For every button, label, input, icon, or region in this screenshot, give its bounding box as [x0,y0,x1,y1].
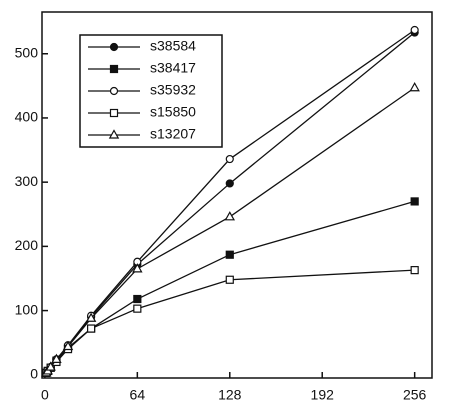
plot-frame [41,11,433,379]
y-tick-label: 400 [15,109,39,125]
x-tick-label: 64 [130,387,146,403]
x-tick-label: 0 [41,387,49,403]
legend-label: s38417 [150,60,196,76]
legend-marker [108,129,120,139]
marker [62,340,74,351]
marker [51,353,62,363]
marker [224,211,236,221]
marker [410,197,419,206]
marker [85,312,97,322]
marker [225,179,234,188]
x-tick-label: 192 [311,387,335,403]
legend-marker [109,42,119,52]
y-tick-label: 300 [15,173,39,189]
marker [133,304,142,313]
legend-marker [109,86,119,96]
marker [133,294,142,304]
legend-label: s15850 [150,104,196,120]
x-tick-label: 128 [218,387,242,403]
legend-label: s13207 [150,126,196,142]
marker [45,361,56,371]
marker [409,82,420,92]
marker [132,263,143,273]
marker [225,250,234,259]
legend-label: s35932 [150,82,196,98]
legend-marker [109,108,119,118]
y-tick-label: 200 [15,237,39,253]
y-tick-label: 500 [15,44,39,60]
x-tick-label: 256 [403,387,427,403]
marker [410,266,419,275]
legend-label: s38584 [150,38,196,54]
legend-marker [109,64,119,74]
marker [225,275,234,284]
marker [410,25,419,35]
marker [225,154,234,164]
marker [87,324,96,333]
y-tick-label: 0 [30,365,38,381]
series-line [45,200,415,374]
y-tick-label: 100 [15,301,39,317]
